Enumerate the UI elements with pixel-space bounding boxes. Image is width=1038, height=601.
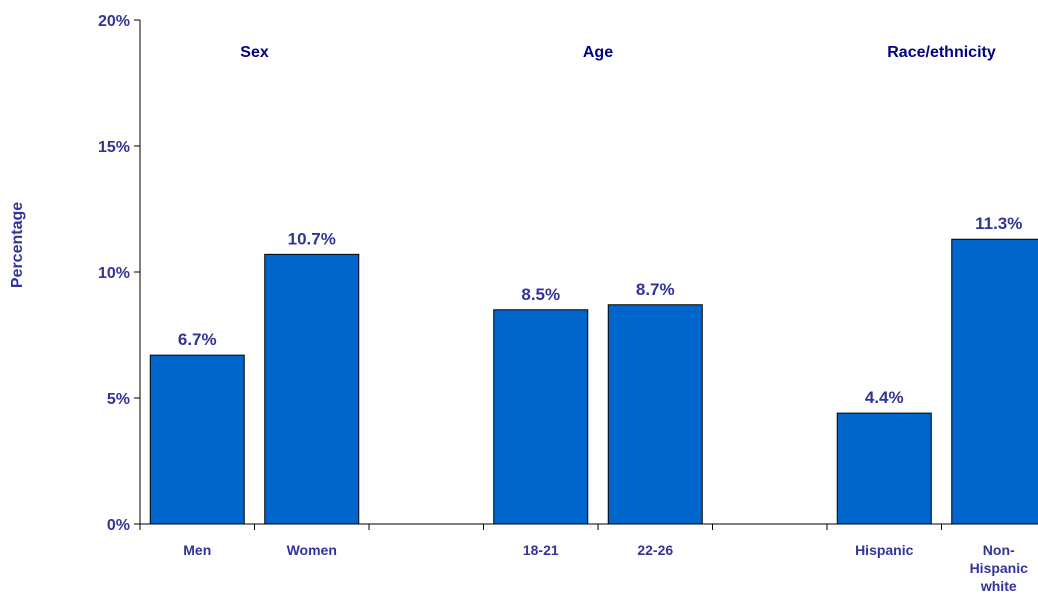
x-tick-label: 18-21 xyxy=(523,542,559,558)
y-tick-label: 20% xyxy=(98,13,130,30)
bar xyxy=(836,412,932,525)
y-axis-title: Percentage xyxy=(9,202,26,288)
data-label: 4.4% xyxy=(865,388,904,407)
data-label: 8.5% xyxy=(521,285,560,304)
group-title: Sex xyxy=(240,44,269,61)
y-tick-label: 15% xyxy=(98,139,130,156)
data-label: 8.7% xyxy=(636,280,675,299)
data-label: 6.7% xyxy=(178,330,217,349)
group-title: Age xyxy=(583,44,613,61)
bar xyxy=(493,309,589,525)
x-tick-label: 22-26 xyxy=(637,542,673,558)
bar xyxy=(264,253,360,525)
x-tick-label: Hispanic xyxy=(855,542,914,558)
bar xyxy=(607,304,703,525)
y-tick-label: 0% xyxy=(107,517,130,534)
data-label: 10.7% xyxy=(288,229,336,248)
group-title: Race/ethnicity xyxy=(887,44,996,61)
bar xyxy=(149,354,245,525)
x-tick-label: Women xyxy=(287,542,337,558)
data-label: 11.3% xyxy=(975,214,1022,233)
y-tick-label: 5% xyxy=(107,391,130,408)
y-tick-label: 10% xyxy=(98,265,130,282)
x-tick-label: Men xyxy=(183,542,211,558)
x-tick-label: Non-Hispanic white xyxy=(970,542,1029,594)
bar xyxy=(951,238,1038,525)
